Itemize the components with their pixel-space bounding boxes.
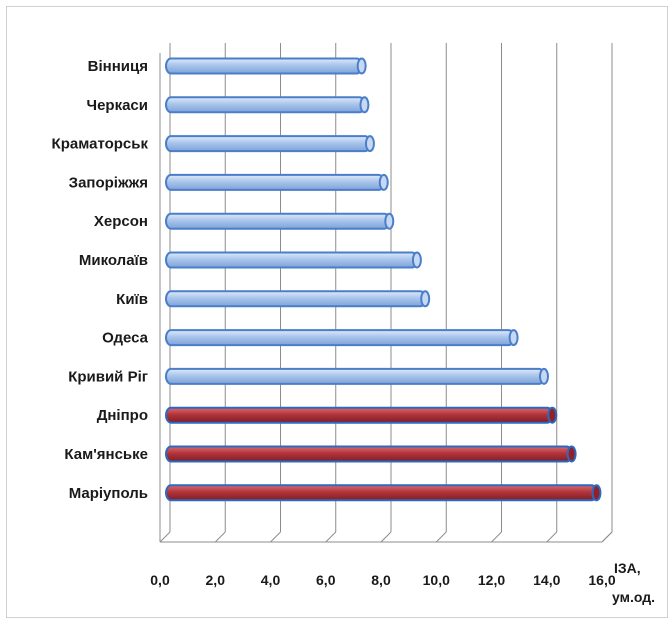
bar-cap-5 xyxy=(411,251,422,269)
floor-line-6 xyxy=(491,531,502,543)
floor-line-1 xyxy=(214,531,226,543)
tick-label-2: 4,0 xyxy=(261,572,281,588)
category-label-8: Кривий Ріг xyxy=(68,368,148,385)
bar-cap-8 xyxy=(538,367,549,385)
bar-cap-4 xyxy=(384,212,395,230)
bar-cap-11 xyxy=(591,484,602,502)
bar-10 xyxy=(165,445,577,463)
bar-body-7 xyxy=(165,329,515,347)
floor-line-7 xyxy=(546,531,558,543)
x-axis-title-line1: ІЗА, xyxy=(614,560,641,576)
bar-body-3 xyxy=(165,173,385,191)
floor-line-4 xyxy=(380,531,392,543)
floor-right-edge xyxy=(601,531,613,543)
tick-label-8: 16,0 xyxy=(588,572,615,588)
bar-cap-6 xyxy=(420,290,431,308)
floor-line-3 xyxy=(325,531,337,543)
bar-11 xyxy=(165,484,602,502)
bar-cap-0 xyxy=(356,57,367,75)
floor-line-5 xyxy=(435,531,447,543)
tick-label-5: 10,0 xyxy=(423,572,450,588)
bar-body-11 xyxy=(165,484,598,502)
bars-layer xyxy=(165,57,602,502)
bar-body-2 xyxy=(165,135,371,153)
category-label-4: Херсон xyxy=(94,213,148,230)
bar-body-0 xyxy=(165,57,363,75)
category-labels: Вінниця Черкаси Краматорськ Запоріжжя Херсон… xyxy=(52,58,149,502)
category-label-1: Черкаси xyxy=(87,97,148,114)
bar-body-1 xyxy=(165,96,366,114)
category-label-9: Дніпро xyxy=(97,407,148,424)
bar-4 xyxy=(165,212,395,230)
tick-label-1: 2,0 xyxy=(206,572,226,588)
bar-body-4 xyxy=(165,212,391,230)
tick-label-4: 8,0 xyxy=(371,572,391,588)
bar-cap-2 xyxy=(364,135,375,153)
bar-cap-9 xyxy=(547,406,558,424)
tick-label-6: 12,0 xyxy=(478,572,505,588)
bar-8 xyxy=(165,367,549,385)
tick-label-3: 6,0 xyxy=(316,572,336,588)
bar-cap-1 xyxy=(359,96,370,114)
bar-6 xyxy=(165,290,431,308)
bar-5 xyxy=(165,251,422,269)
category-label-7: Одеса xyxy=(102,330,148,347)
bar-body-5 xyxy=(165,251,418,269)
bar-1 xyxy=(165,96,370,114)
bar-cap-10 xyxy=(566,445,577,463)
category-label-0: Вінниця xyxy=(88,58,148,75)
floor-line-2 xyxy=(270,531,281,543)
bar-3 xyxy=(165,173,389,191)
category-label-10: Кам'янське xyxy=(64,446,148,463)
bar-body-6 xyxy=(165,290,427,308)
bar-body-10 xyxy=(165,445,573,463)
x-axis-title-line2: ум.од. xyxy=(612,589,655,605)
category-label-5: Миколаїв xyxy=(79,252,148,269)
category-label-11: Маріуполь xyxy=(69,485,148,502)
tick-label-7: 14,0 xyxy=(533,572,560,588)
category-label-2: Краматорськ xyxy=(52,136,149,153)
bar-body-9 xyxy=(165,406,554,424)
category-label-6: Київ xyxy=(116,291,148,308)
tick-label-0: 0,0 xyxy=(150,572,170,588)
bar-cap-7 xyxy=(508,329,519,347)
bar-cap-3 xyxy=(378,173,389,191)
category-label-3: Запоріжжя xyxy=(69,174,148,191)
bar-9 xyxy=(165,406,558,424)
bar-body-8 xyxy=(165,367,545,385)
bar-2 xyxy=(165,135,375,153)
bar-0 xyxy=(165,57,367,75)
bar-7 xyxy=(165,329,519,347)
floor-line-0 xyxy=(159,531,171,543)
tick-labels: 0,0 2,0 4,0 6,0 8,0 10,0 12,0 14,0 16,0 xyxy=(150,572,616,588)
